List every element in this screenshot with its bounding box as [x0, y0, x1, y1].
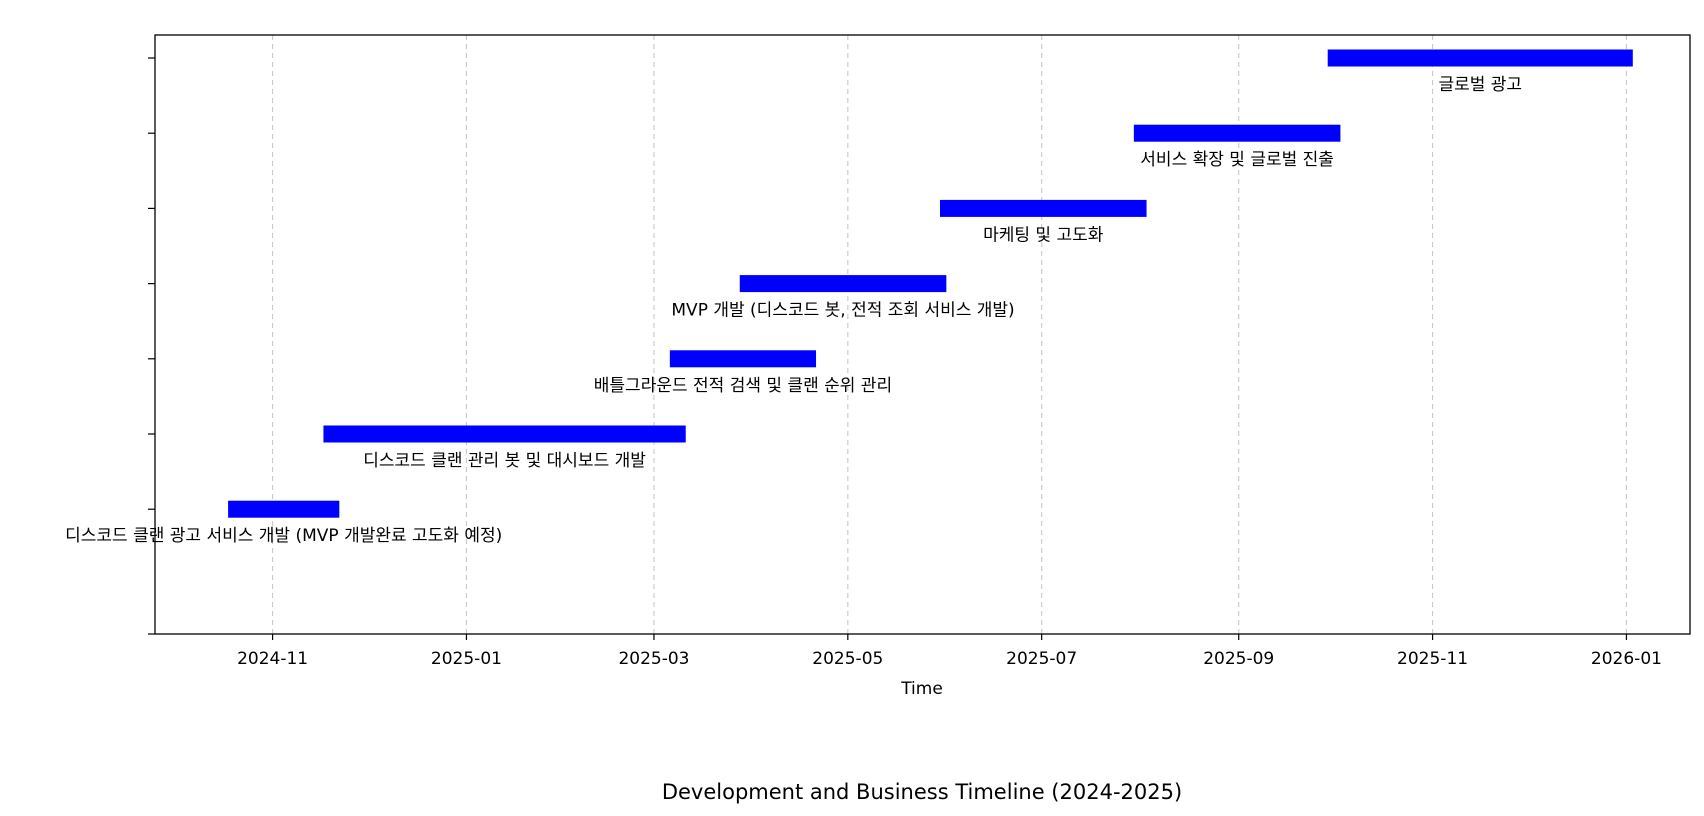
x-tick-label: 2025-03 [618, 649, 689, 669]
timeline-bar [939, 199, 1147, 217]
bar-label: 글로벌 광고 [1438, 75, 1522, 95]
axis-layer: 2024-11 2025-01 2025-03 2025-05 2025-07 2025-… [148, 57, 1662, 669]
timeline-bar [1327, 49, 1633, 67]
label-layer: 디스코드 클랜 광고 서비스 개발 (MVP 개발완료 고도화 예정) 디스코드 … [65, 75, 1522, 546]
x-tick-label: 2026-01 [1591, 649, 1662, 669]
timeline-bar [1133, 124, 1341, 142]
chart-title: Development and Business Timeline (2024-… [662, 780, 1182, 804]
bar-label: 마케팅 및 고도화 [983, 225, 1104, 245]
bar-layer [228, 49, 1633, 518]
x-axis-title: Time [900, 679, 943, 699]
x-tick-label: 2025-11 [1397, 649, 1468, 669]
bar-label: 디스코드 클랜 광고 서비스 개발 (MVP 개발완료 고도화 예정) [65, 526, 502, 546]
x-tick-label: 2025-09 [1203, 649, 1274, 669]
bar-label: 디스코드 클랜 관리 봇 및 대시보드 개발 [363, 451, 646, 471]
timeline-bar [669, 350, 817, 368]
x-tick-label: 2025-05 [812, 649, 883, 669]
bar-label: MVP 개발 (디스코드 봇, 전적 조회 서비스 개발) [671, 301, 1014, 321]
x-tick-label: 2024-11 [237, 649, 308, 669]
plot-frame [154, 34, 1691, 635]
timeline-bar [323, 425, 686, 443]
timeline-bar [739, 275, 947, 293]
x-tick-label: 2025-07 [1006, 649, 1077, 669]
bar-label: 서비스 확장 및 글로벌 진출 [1140, 150, 1334, 170]
bar-label: 배틀그라운드 전적 검색 및 클랜 순위 관리 [594, 376, 892, 396]
x-tick-label: 2025-01 [431, 649, 502, 669]
timeline-bar [228, 500, 340, 518]
